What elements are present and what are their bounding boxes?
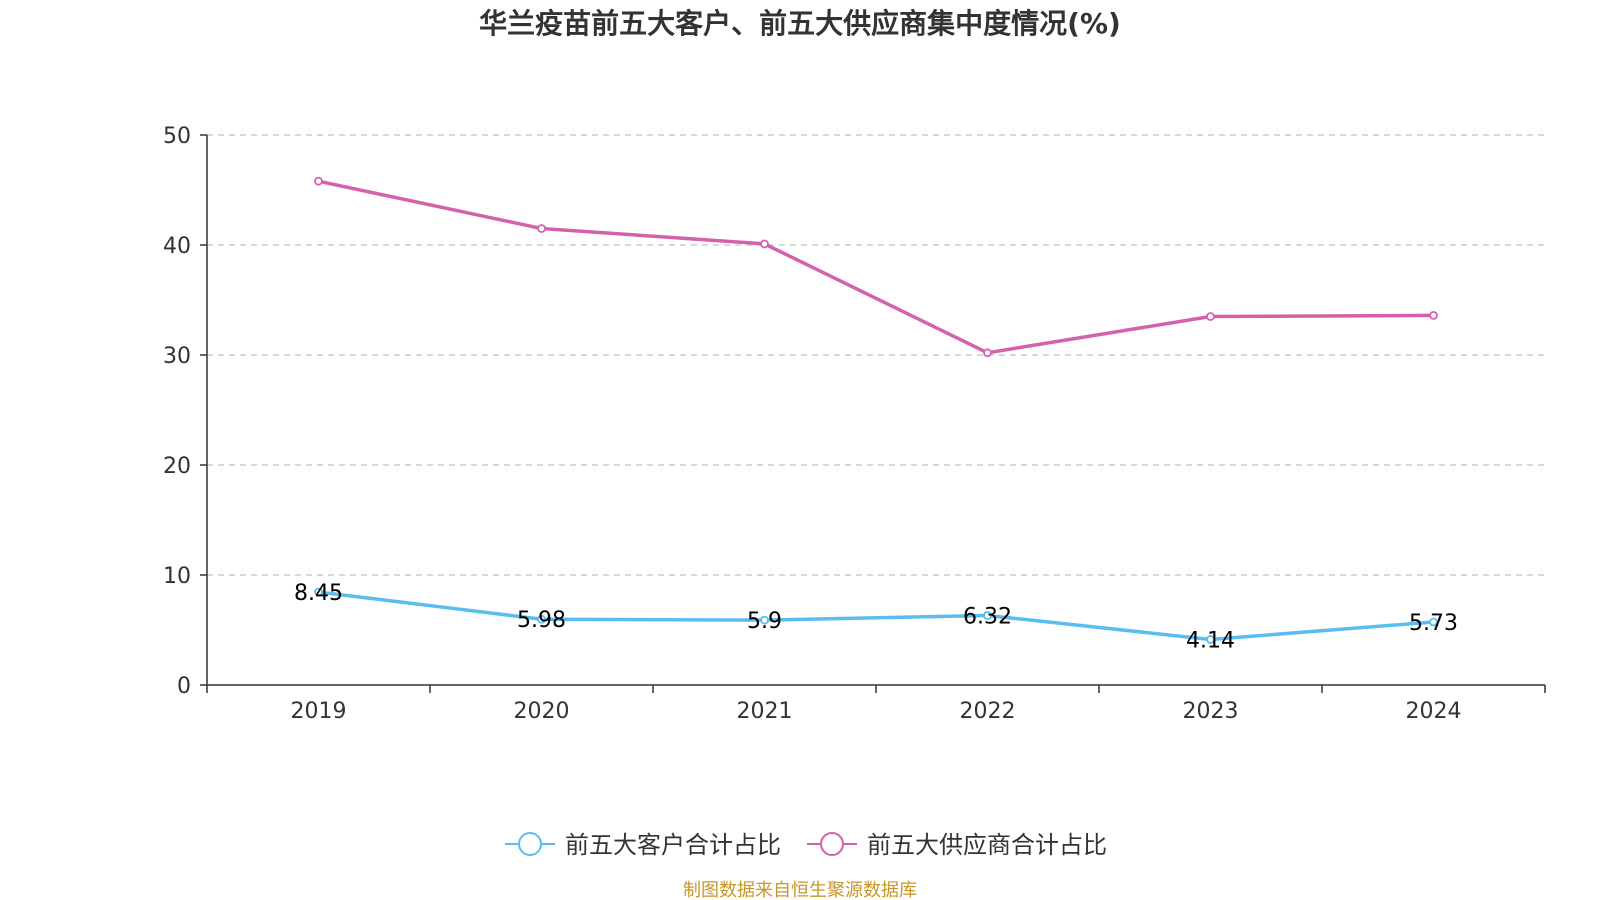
series-layer: [314, 176, 1438, 644]
data-label: 4.14: [1186, 628, 1235, 653]
x-tick-label: 2021: [737, 699, 793, 724]
legend: 前五大客户合计占比 前五大供应商合计占比: [505, 831, 1107, 859]
y-tick-label: 10: [163, 564, 191, 589]
legend-marker-icon: [820, 832, 844, 856]
data-point: [760, 615, 769, 625]
grid-layer: [207, 134, 1545, 576]
y-tick-label: 40: [163, 234, 191, 259]
data-label: 8.45: [294, 581, 343, 606]
series-2: [314, 176, 1438, 358]
data-label: 5.73: [1409, 611, 1458, 636]
x-tick-label: 2019: [291, 699, 347, 724]
legend-label: 前五大客户合计占比: [565, 831, 781, 859]
data-point: [1206, 312, 1215, 321]
data-point: [983, 611, 992, 620]
data-label: 6.32: [963, 604, 1012, 629]
legend-label: 前五大供应商合计占比: [867, 831, 1107, 859]
data-point: [314, 176, 323, 186]
data-label-layer: 8.45 5.98 5.9 6.32 4.14 5.73: [294, 581, 1458, 653]
y-tick-label: 0: [177, 674, 191, 699]
series-1: [314, 587, 1438, 644]
data-point: [537, 224, 546, 233]
data-label: 5.9: [747, 609, 782, 634]
data-point: [537, 614, 546, 624]
data-point: [1206, 635, 1215, 644]
y-tick-label: 20: [163, 454, 191, 479]
x-tick-label: 2024: [1406, 699, 1462, 724]
x-tick-label: 2023: [1183, 699, 1239, 724]
y-tick-label: 50: [163, 124, 191, 149]
data-point: [314, 587, 323, 597]
chart-title: 华兰疫苗前五大客户、前五大供应商集中度情况(%): [479, 7, 1121, 40]
y-tick-label: 30: [163, 344, 191, 369]
legend-item: 前五大客户合计占比: [505, 831, 781, 859]
series-line: [318, 179, 1434, 355]
data-point: [760, 239, 769, 249]
data-label: 5.98: [517, 608, 566, 633]
data-point: [1429, 310, 1438, 320]
legend-item: 前五大供应商合计占比: [807, 831, 1107, 859]
x-tick-label: 2022: [960, 699, 1016, 724]
source-note: 制图数据来自恒生聚源数据库: [683, 880, 917, 900]
data-point: [1429, 617, 1438, 627]
x-tick-label: 2020: [514, 699, 570, 724]
series-line: [318, 590, 1434, 642]
axis-layer: 0 10 20 30 40 50 2019 2020 2021 2022 2023 2024: [163, 124, 1546, 724]
legend-marker-icon: [518, 832, 542, 856]
data-point: [983, 348, 992, 358]
